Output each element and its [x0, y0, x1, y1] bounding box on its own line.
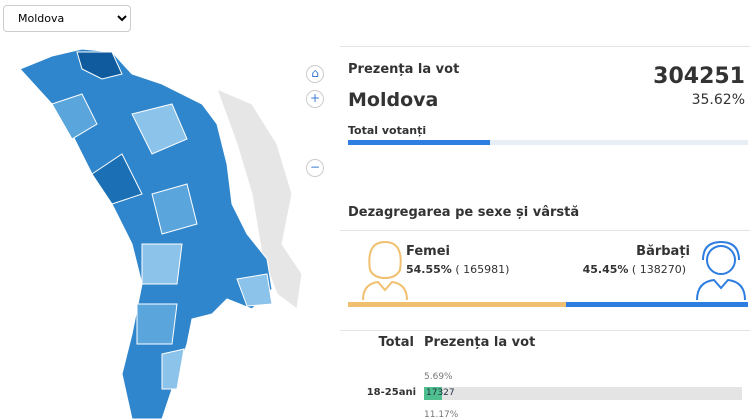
map-region [131, 103, 188, 155]
map-region [76, 51, 123, 80]
male-label: Bărbați [636, 244, 690, 259]
map-region [91, 153, 143, 205]
region-select[interactable]: Moldova [3, 5, 131, 32]
map-region [151, 183, 198, 235]
zoom-in-button[interactable]: + [306, 90, 324, 108]
divider [340, 46, 750, 47]
panel-title: Prezența la vot [348, 62, 460, 77]
age-track: 17327 [424, 387, 742, 400]
map-region [136, 303, 178, 345]
map-region [161, 348, 185, 390]
female-count: ( 165981) [455, 263, 510, 276]
map-region [51, 93, 98, 140]
female-stats: 54.55% ( 165981) [406, 263, 509, 276]
female-label: Femei [406, 244, 450, 259]
age-header-turnout: Prezența la vot [424, 335, 536, 350]
age-header-total: Total [378, 335, 414, 350]
age-share: 5.69% [424, 372, 453, 382]
total-count: 304251 [653, 64, 745, 89]
age-label: 18-25ani [366, 387, 416, 398]
divider [340, 230, 750, 231]
map[interactable] [12, 44, 312, 419]
gender-bar [348, 302, 748, 307]
map-region [141, 243, 183, 285]
age-count: 17327 [426, 388, 455, 398]
male-share: 45.45% [582, 263, 629, 276]
age-share: 11.17% [424, 410, 459, 420]
divider [340, 330, 750, 331]
map-region [236, 273, 273, 307]
region-name: Moldova [348, 89, 439, 111]
turnout-bar [348, 140, 491, 145]
zoom-out-button[interactable]: − [306, 159, 324, 177]
age-bar [424, 387, 443, 400]
total-voters-label: Total votanți [348, 124, 427, 137]
male-bar [566, 302, 748, 307]
map-region-gray [216, 88, 303, 310]
male-stats: 45.45% ( 138270) [583, 263, 686, 276]
turnout-percent: 35.62% [691, 92, 745, 108]
map-country [19, 48, 273, 419]
turnout-track [348, 140, 748, 145]
male-icon [696, 240, 746, 301]
home-button[interactable]: ⌂ [306, 65, 324, 83]
gender-title: Dezagregarea pe sexe și vârstă [348, 205, 580, 220]
female-icon [362, 240, 408, 301]
male-count: ( 138270) [631, 263, 686, 276]
female-bar [348, 302, 567, 307]
female-share: 54.55% [406, 263, 452, 276]
